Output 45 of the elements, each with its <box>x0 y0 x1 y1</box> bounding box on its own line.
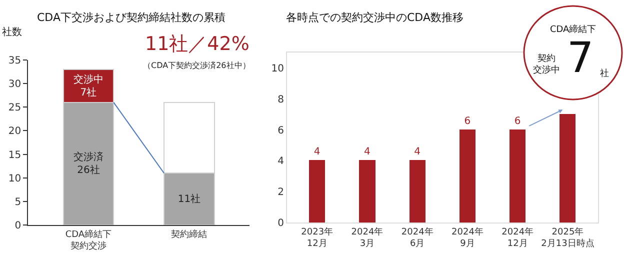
x-tick-label: 契約締結 <box>171 228 208 240</box>
data-label: 交渉済 26社 <box>73 151 104 176</box>
data-label: 4 <box>414 146 421 158</box>
y-tick-label: 5 <box>14 196 22 208</box>
bar <box>459 129 476 222</box>
bar <box>510 129 526 222</box>
text: 社 <box>600 68 609 79</box>
y-tick-label: 20 <box>8 126 22 138</box>
data-label: 6 <box>464 116 471 127</box>
y-tick-label: 6 <box>278 125 284 136</box>
text: 11社／42% <box>145 33 250 55</box>
annotation: （CDA下契約交渉済26社中） <box>143 61 250 70</box>
y-tick-label: 35 <box>8 56 22 66</box>
y-tick-label: 0 <box>14 220 22 232</box>
y-tick-label: 8 <box>278 94 284 106</box>
x-tick-label: 2025年 2月13日時点 <box>541 226 594 249</box>
x-tick-label: CDA締結下契約交渉 <box>65 228 112 252</box>
data-label: 11社 <box>178 193 201 206</box>
x-tick-label: 2024年 3月 <box>351 226 384 249</box>
y-tick-label: 0 <box>278 218 284 229</box>
y-tick-label: 10 <box>271 63 284 74</box>
y-tick-label: 10 <box>8 173 22 184</box>
chart-title: 各時点での契約交渉中のCDA数推移 <box>286 11 464 24</box>
x-tick-label: 2024年 6月 <box>401 226 434 249</box>
x-tick-label: 2024年 9月 <box>452 226 484 249</box>
y-tick-label: 30 <box>8 79 22 90</box>
data-label: 4 <box>364 146 370 158</box>
bar <box>409 160 426 222</box>
text: CDA締結下 <box>550 24 596 35</box>
y-tick-label: 4 <box>278 156 284 168</box>
annotation: 7 <box>567 33 594 82</box>
annotation: 契約交渉中 <box>533 53 560 76</box>
y-axis-title: 社数 <box>2 26 22 38</box>
data-label: 交渉中 7社 <box>73 73 104 98</box>
bar <box>560 114 576 222</box>
bar <box>309 160 326 222</box>
data-label: 6 <box>514 116 521 127</box>
x-tick-label: 2024年 12月 <box>502 226 534 249</box>
y-tick-label: 25 <box>8 102 22 114</box>
chart-title: CDA下交渉および契約締結社数の累積 <box>37 11 226 24</box>
x-tick-label: 2023年 12月 <box>301 226 334 249</box>
y-tick-label: 2 <box>278 187 284 198</box>
y-tick-label: 15 <box>8 150 22 161</box>
data-label: 4 <box>314 146 320 158</box>
bar <box>359 160 376 222</box>
